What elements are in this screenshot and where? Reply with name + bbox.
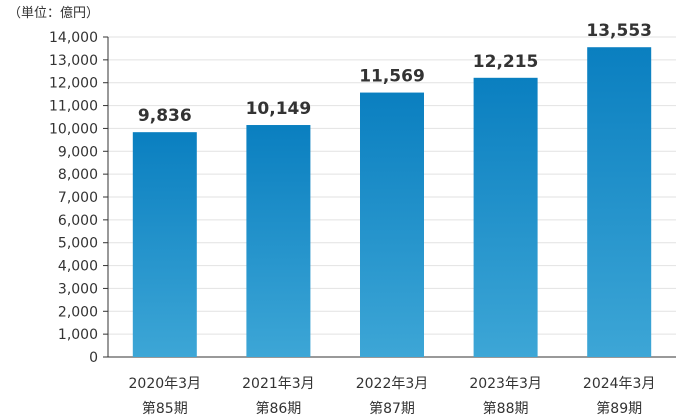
bar [132, 132, 197, 357]
x-tick-label-period: 第85期 [142, 400, 188, 417]
x-tick-label-period: 第88期 [483, 400, 529, 417]
y-tick-label: 12,000 [49, 76, 98, 92]
data-label: 13,553 [586, 21, 652, 41]
y-tick-label: 5,000 [58, 236, 98, 252]
x-tick-label-period: 第87期 [369, 400, 415, 417]
y-tick-label: 0 [89, 350, 98, 366]
bar [360, 92, 424, 358]
data-label: 10,149 [246, 99, 312, 119]
x-tick-label-year: 2022年3月 [356, 376, 429, 392]
unit-label: （単位：億円） [8, 5, 99, 21]
y-tick-label: 1,000 [58, 327, 98, 343]
y-tick-label: 8,000 [58, 167, 98, 183]
x-tick-label-year: 2024年3月 [583, 376, 656, 392]
y-tick-label: 14,000 [49, 30, 98, 46]
bar [246, 125, 311, 357]
y-tick-label: 7,000 [58, 190, 98, 206]
bar [473, 77, 538, 358]
data-label: 11,569 [359, 67, 425, 87]
data-label: 12,215 [473, 52, 539, 72]
data-label: 9,836 [138, 106, 192, 126]
y-tick-label: 2,000 [58, 304, 98, 320]
y-tick-label: 10,000 [49, 121, 98, 137]
x-tick-label-year: 2021年3月 [242, 376, 315, 392]
x-tick-label-year: 2023年3月 [469, 376, 542, 392]
x-tick-label-year: 2020年3月 [129, 376, 202, 392]
x-tick-label-period: 第89期 [596, 400, 642, 417]
y-tick-label: 13,000 [49, 53, 98, 69]
y-tick-label: 9,000 [58, 144, 98, 160]
y-tick-label: 3,000 [58, 281, 98, 297]
y-tick-label: 6,000 [58, 213, 98, 229]
y-tick-label: 11,000 [49, 99, 98, 115]
x-tick-label-period: 第86期 [255, 400, 301, 417]
bar [587, 47, 652, 358]
y-tick-label: 4,000 [58, 259, 98, 275]
